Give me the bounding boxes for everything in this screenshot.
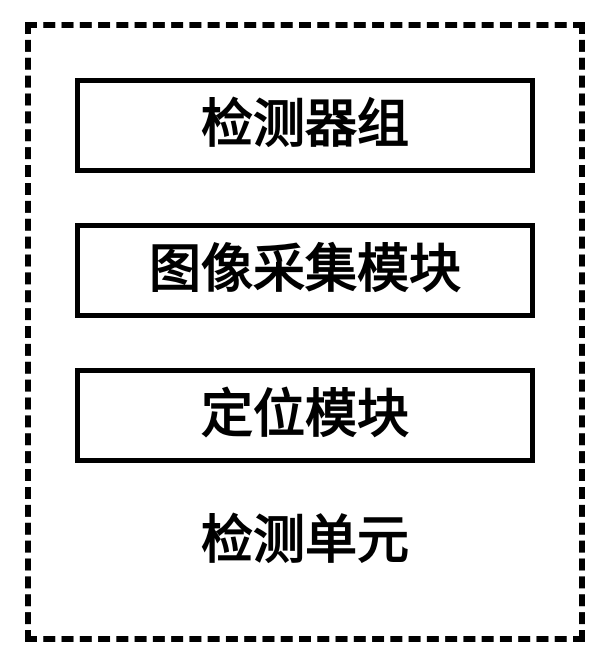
detector-group-label: 检测器组 (201, 97, 409, 154)
positioning-module-label: 定位模块 (201, 387, 409, 444)
image-acquisition-box: 图像采集模块 (75, 223, 535, 318)
detector-group-box: 检测器组 (75, 78, 535, 173)
positioning-module-box: 定位模块 (75, 368, 535, 463)
detection-unit-container: 检测器组 图像采集模块 定位模块 检测单元 (25, 22, 585, 642)
image-acquisition-label: 图像采集模块 (149, 242, 461, 299)
unit-caption: 检测单元 (201, 513, 409, 570)
